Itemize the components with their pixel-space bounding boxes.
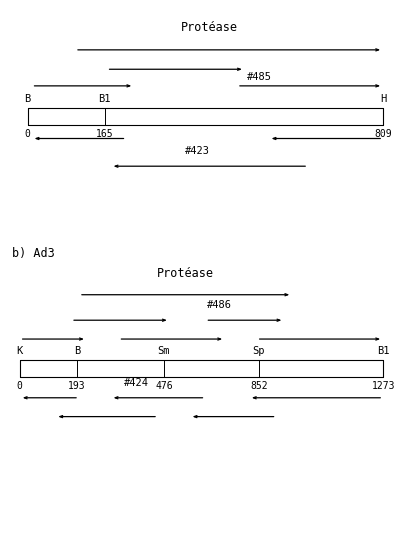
Text: 1273: 1273 [371, 381, 395, 391]
Text: K: K [17, 346, 23, 356]
Text: #423: #423 [185, 146, 210, 156]
Text: 0: 0 [17, 381, 23, 391]
Text: #485: #485 [247, 72, 272, 82]
Text: 476: 476 [155, 381, 173, 391]
Text: B: B [24, 94, 31, 104]
Text: b) Ad3: b) Ad3 [12, 248, 55, 260]
Text: 852: 852 [250, 381, 267, 391]
Text: Protéase: Protéase [157, 267, 214, 280]
Text: 165: 165 [96, 129, 113, 139]
Text: Sm: Sm [158, 346, 170, 356]
Text: Protéase: Protéase [181, 22, 238, 34]
Text: B1: B1 [377, 346, 389, 356]
Text: 193: 193 [68, 381, 86, 391]
Text: B: B [74, 346, 80, 356]
Text: H: H [380, 94, 386, 104]
Text: Sp: Sp [252, 346, 265, 356]
Bar [28, 108, 383, 125]
Text: 809: 809 [374, 129, 392, 139]
Text: B1: B1 [98, 94, 111, 104]
Text: #424: #424 [124, 378, 149, 388]
Text: #486: #486 [207, 300, 232, 310]
Bar [20, 360, 383, 377]
Text: 0: 0 [25, 129, 30, 139]
